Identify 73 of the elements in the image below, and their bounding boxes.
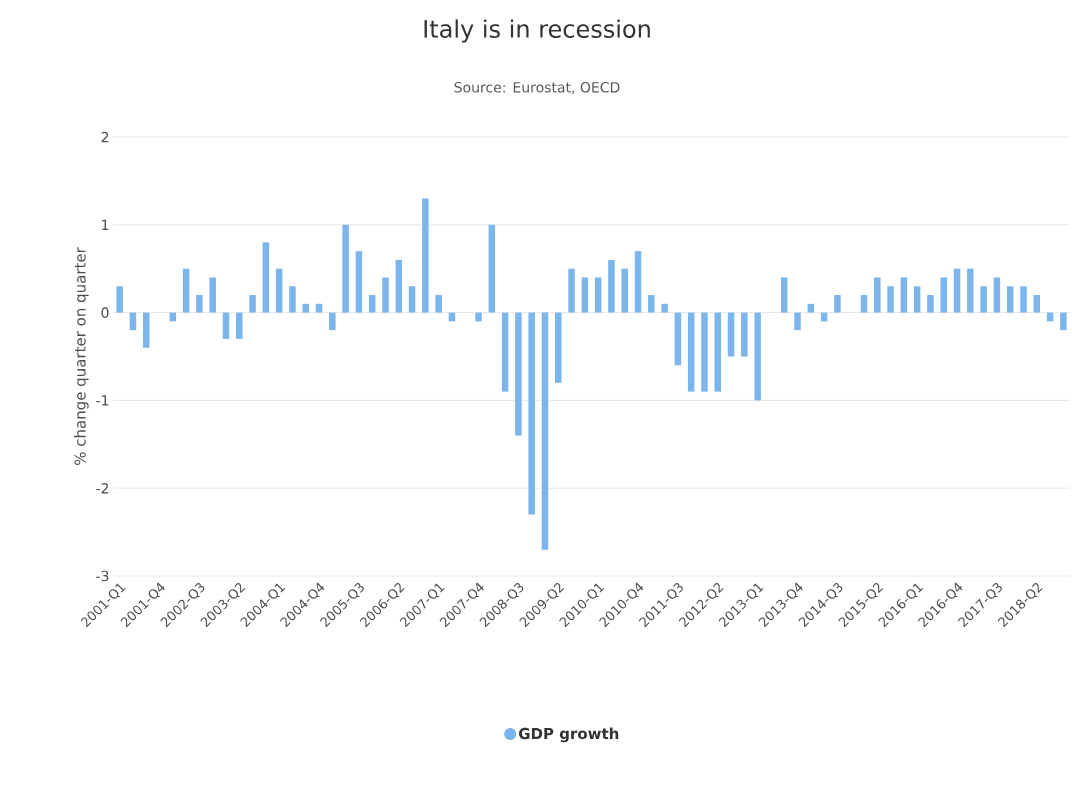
bar	[834, 295, 841, 313]
bar	[701, 312, 708, 392]
bar	[289, 286, 296, 313]
legend-label: GDP growth	[518, 727, 619, 743]
bar	[1060, 312, 1067, 331]
bar	[541, 312, 549, 550]
bar	[927, 295, 934, 313]
bar	[236, 312, 243, 339]
bar	[940, 277, 947, 313]
bar	[262, 242, 270, 313]
bar	[807, 303, 815, 313]
bar	[714, 312, 722, 392]
bar	[142, 312, 150, 348]
bar	[1020, 286, 1027, 313]
bar	[780, 277, 788, 313]
bar	[368, 295, 376, 313]
chart-subtitle: Source: Eurostat, OECD	[454, 81, 620, 95]
y-tick-label: 0	[101, 307, 109, 318]
bar	[275, 268, 283, 313]
bar	[342, 224, 349, 313]
bar	[887, 286, 894, 313]
bar	[475, 312, 482, 322]
bar	[913, 286, 921, 313]
bar	[196, 295, 203, 313]
y-tick-label: 2	[101, 131, 109, 143]
bar	[249, 295, 256, 313]
y-tick-label: -3	[96, 570, 109, 582]
bar	[182, 268, 190, 313]
bar	[501, 312, 509, 392]
bar	[302, 303, 309, 313]
bar	[967, 268, 974, 313]
y-tick-label: -2	[96, 483, 109, 494]
y-tick-label: -1	[96, 395, 109, 406]
bar	[594, 277, 602, 313]
bar	[661, 303, 668, 313]
bar	[648, 295, 655, 313]
bar	[528, 312, 535, 515]
bar	[568, 268, 575, 313]
bar	[993, 277, 1001, 313]
bar	[382, 277, 389, 313]
bar	[408, 286, 416, 313]
bar	[621, 268, 628, 313]
bar	[900, 277, 908, 313]
y-tick-label: 1	[102, 219, 109, 230]
bar	[1033, 295, 1041, 313]
bar	[1006, 286, 1014, 313]
bar	[794, 312, 801, 331]
bar	[860, 295, 868, 313]
bar	[754, 312, 761, 401]
bar	[980, 286, 987, 313]
bar	[608, 259, 615, 313]
bar	[329, 312, 336, 331]
bar	[555, 312, 562, 383]
bar	[687, 312, 695, 392]
chart-title: Italy is in recession	[424, 19, 650, 43]
bar	[488, 224, 496, 313]
bar	[581, 277, 589, 313]
bar	[422, 198, 429, 313]
bar	[727, 312, 735, 357]
bar	[315, 303, 323, 313]
bar	[741, 312, 748, 357]
bar	[395, 259, 403, 313]
bar	[953, 268, 961, 313]
bar	[634, 251, 642, 313]
y-axis-title: % change quarter on quarter	[74, 247, 89, 465]
bar	[116, 286, 123, 313]
bar	[435, 295, 442, 313]
bar	[515, 312, 522, 436]
bar	[674, 312, 682, 366]
bar	[355, 251, 363, 313]
bar	[209, 277, 216, 313]
bar	[222, 312, 230, 339]
bar	[874, 277, 881, 313]
